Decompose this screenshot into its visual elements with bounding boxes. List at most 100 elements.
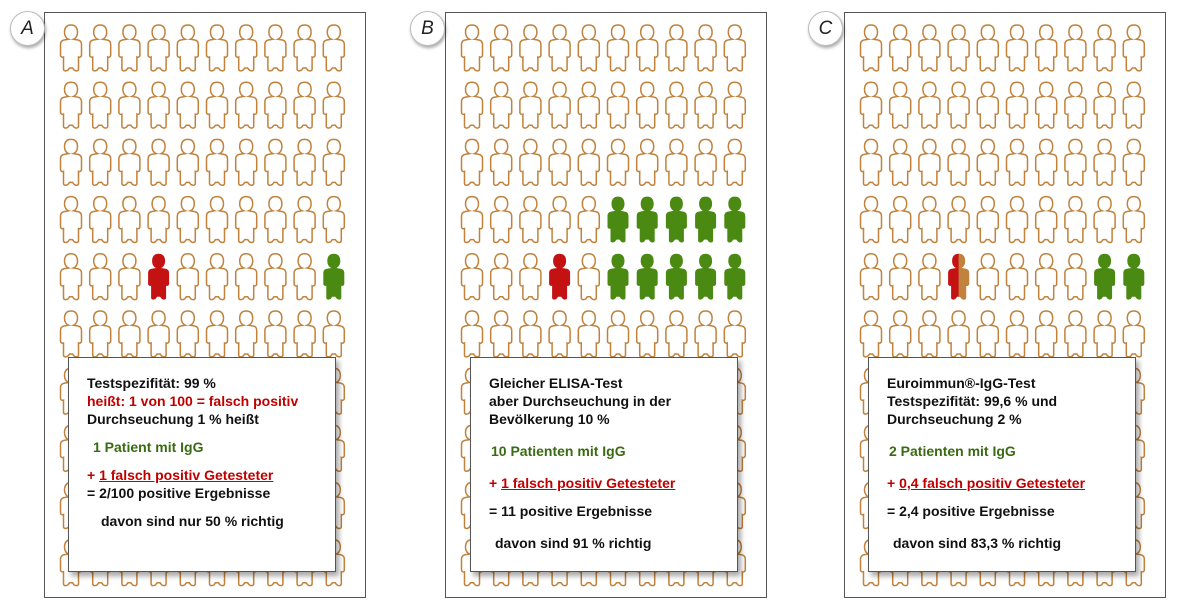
info-line: Gleicher ELISA-Test [489, 374, 727, 392]
person-icon [176, 310, 200, 358]
person-icon [205, 81, 229, 129]
person-icon [1005, 310, 1029, 358]
person-icon [205, 310, 229, 358]
person-icon [918, 253, 941, 301]
person-icon [694, 310, 717, 358]
info-line: heißt: 1 von 100 = falsch positiv [87, 392, 325, 410]
person-icon [322, 310, 346, 358]
person-icon-true-positive [665, 196, 687, 243]
person-icon [635, 81, 659, 129]
person-icon [859, 138, 883, 187]
person-icon-true-positive [695, 253, 717, 300]
person-icon [1093, 195, 1116, 244]
person-icon-true-positive [636, 196, 658, 243]
person-icon [976, 138, 1000, 187]
info-line: + 1 falsch positiv Getesteter [489, 474, 727, 492]
person-icon [577, 138, 601, 187]
person-icon [548, 310, 571, 358]
person-icon [859, 310, 883, 358]
person-icon [1122, 81, 1146, 129]
info-line: Testspezifität: 99,6 % und [887, 392, 1125, 410]
person-icon [147, 138, 170, 187]
person-icon [293, 138, 316, 187]
person-icon [976, 24, 1000, 72]
person-icon [947, 310, 970, 358]
person-icon [322, 138, 346, 187]
person-icon [1064, 253, 1087, 301]
person-icon [460, 310, 484, 358]
person-icon [577, 253, 601, 301]
person-icon [59, 24, 83, 72]
person-icon [577, 195, 601, 244]
person-icon [1034, 24, 1058, 72]
person-icon [976, 310, 1000, 358]
person-icon [1064, 310, 1087, 358]
person-icon [489, 24, 513, 72]
person-icon [918, 195, 941, 244]
person-icon [59, 138, 83, 187]
person-icon [1005, 195, 1029, 244]
info-text: Euroimmun®-IgG-Test [887, 375, 1036, 391]
person-icon [176, 24, 200, 72]
person-icon [118, 310, 141, 358]
person-icon [606, 138, 630, 187]
person-icon [1005, 81, 1029, 129]
info-text: aber Durchseuchung in der [489, 393, 672, 409]
info-line: Durchseuchung 1 % heißt [87, 410, 325, 428]
person-icon-false-positive [148, 253, 170, 300]
person-icon [147, 24, 170, 72]
person-icon-true-positive [724, 196, 746, 243]
info-text: 1 falsch positiv Getesteter [501, 475, 676, 491]
person-icon-false-positive [549, 253, 571, 300]
person-icon [694, 81, 717, 129]
person-icon [1093, 24, 1116, 72]
person-icon [205, 253, 229, 301]
person-icon [1005, 24, 1029, 72]
info-line: = 2/100 positive Ergebnisse [87, 484, 325, 502]
person-icon [976, 195, 1000, 244]
person-icon [723, 310, 747, 358]
person-icon [234, 24, 258, 72]
person-icon [1122, 310, 1146, 358]
person-icon [264, 310, 287, 358]
person-icon [460, 81, 484, 129]
info-text: davon sind nur 50 % richtig [101, 513, 284, 529]
person-icon [888, 138, 912, 187]
info-line: Euroimmun®-IgG-Test [887, 374, 1125, 392]
info-text: davon sind 91 % richtig [495, 535, 652, 551]
person-icon [694, 138, 717, 187]
info-text: Durchseuchung 1 % heißt [87, 411, 259, 427]
person-icon [577, 81, 601, 129]
person-icon [176, 195, 200, 244]
person-icon [234, 310, 258, 358]
person-icon [665, 138, 688, 187]
info-text: = 2,4 positive Ergebnisse [887, 503, 1055, 519]
person-icon [859, 24, 883, 72]
person-icon [606, 81, 630, 129]
person-icon [118, 195, 141, 244]
person-icon [548, 195, 571, 244]
person-icon [460, 195, 484, 244]
info-text: Testspezifität: 99,6 % und [887, 393, 1058, 409]
person-icon [888, 310, 912, 358]
person-icon [665, 310, 688, 358]
person-icon [888, 24, 912, 72]
person-icon [293, 24, 316, 72]
person-icon [918, 138, 941, 187]
person-icon [118, 138, 141, 187]
person-icon [947, 81, 970, 129]
person-icon [1034, 195, 1058, 244]
person-icon-partial-false-positive [948, 253, 970, 300]
info-text: = 11 positive Ergebnisse [489, 503, 653, 519]
person-icon [606, 24, 630, 72]
person-icon [1034, 138, 1058, 187]
info-text: davon sind 83,3 % richtig [893, 535, 1062, 551]
person-icon [234, 81, 258, 129]
person-icon [489, 253, 513, 301]
person-icon [293, 195, 316, 244]
person-icon [88, 81, 112, 129]
person-icon [88, 253, 112, 301]
person-icon [293, 253, 316, 301]
person-icon [147, 310, 170, 358]
person-icon [147, 81, 170, 129]
